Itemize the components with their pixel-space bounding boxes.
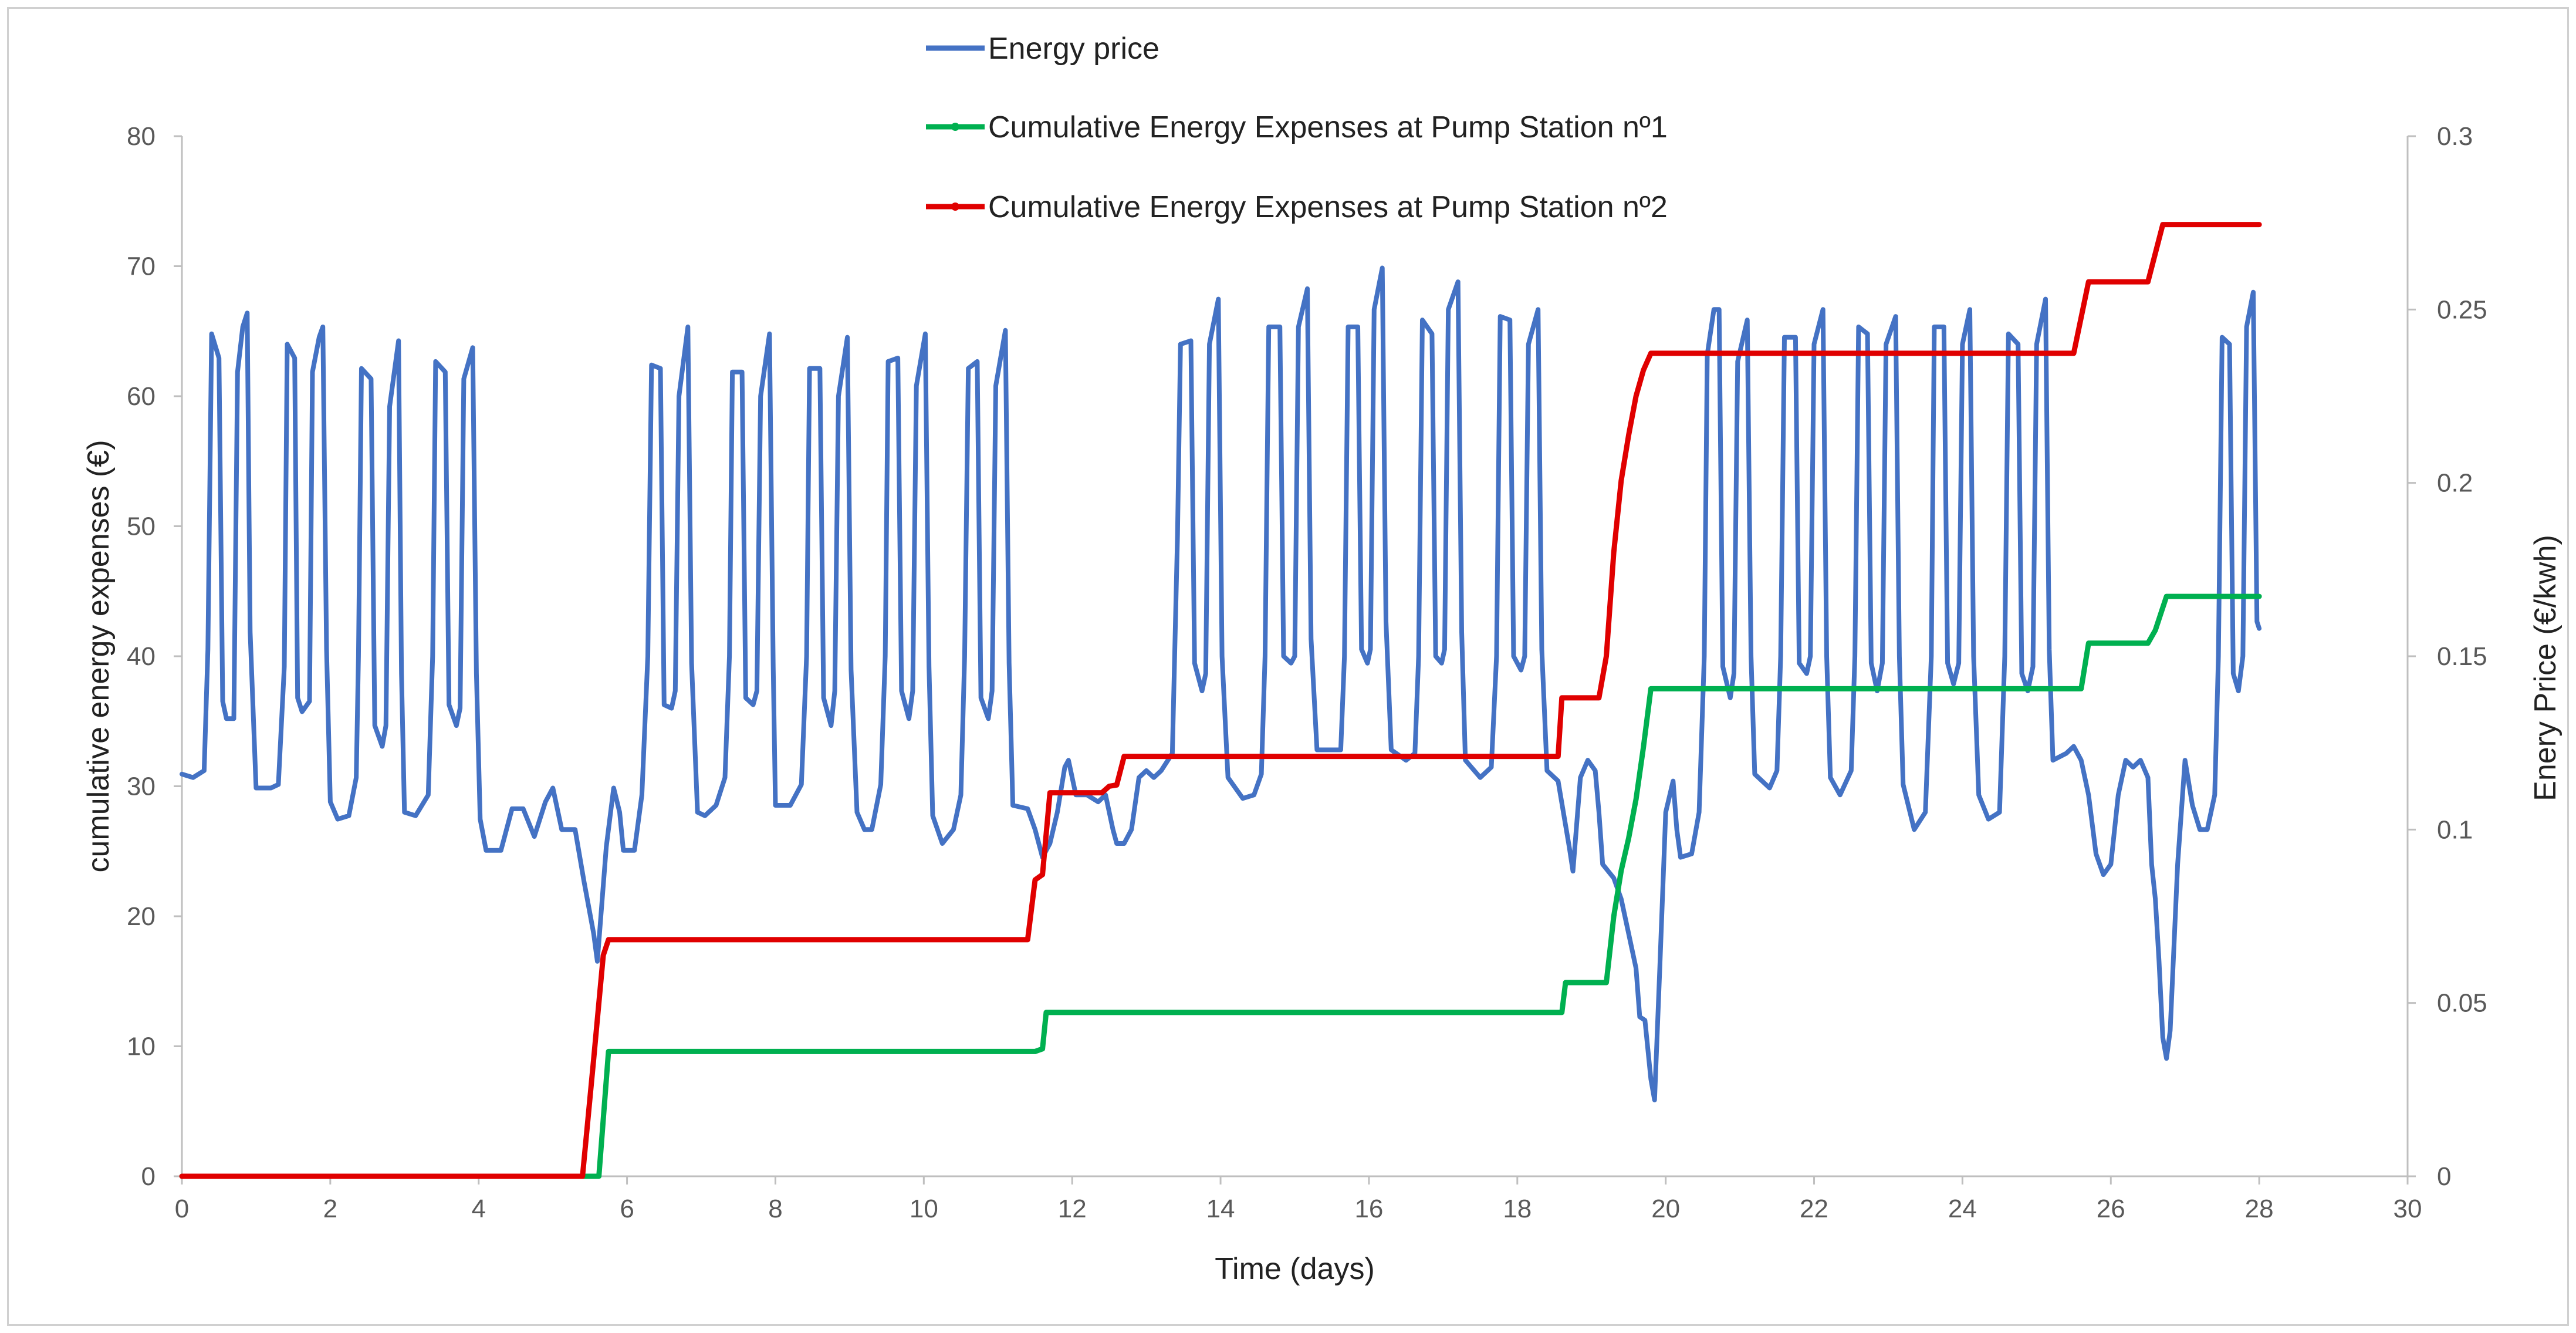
- x-tick-label: 22: [1800, 1194, 1828, 1223]
- y-left-tick-label: 50: [127, 512, 155, 541]
- legend-label-energy-price: Energy price: [988, 32, 1159, 66]
- legend-label-pump-station-2: Cumulative Energy Expenses at Pump Stati…: [988, 190, 1668, 224]
- y-right-tick-label: 0.2: [2437, 469, 2473, 498]
- y-left-tick-label: 30: [127, 772, 155, 801]
- series: [179, 222, 2262, 1179]
- x-ticks: 0 2 4 6 8 10 12 14 16 18 20 22 24 26 28 30: [175, 1176, 2422, 1223]
- legend-item-pump-station-2: Cumulative Energy Expenses at Pump Stati…: [926, 190, 1668, 224]
- y-right-ticks: 0 0.05 0.1 0.15 0.2 0.25 0.3: [2408, 122, 2487, 1191]
- y-left-tick-label: 20: [127, 902, 155, 931]
- y-left-axis-title: cumulative energy expenses (€): [82, 440, 116, 872]
- series-line-energy-price: [180, 265, 2262, 1103]
- legend: Energy price Cumulative Energy Expenses …: [926, 32, 1668, 224]
- x-tick-label: 8: [768, 1194, 782, 1223]
- y-right-tick-label: 0: [2437, 1162, 2451, 1191]
- y-right-tick-label: 0.05: [2437, 989, 2487, 1018]
- y-left-tick-label: 10: [127, 1032, 155, 1061]
- x-tick-label: 10: [910, 1194, 938, 1223]
- legend-label-pump-station-1: Cumulative Energy Expenses at Pump Stati…: [988, 110, 1668, 144]
- x-tick-label: 28: [2245, 1194, 2274, 1223]
- x-axis-title: Time (days): [1215, 1252, 1375, 1286]
- y-left-tick-label: 60: [127, 382, 155, 411]
- legend-marker-pump-station-2: [951, 203, 959, 211]
- legend-item-pump-station-1: Cumulative Energy Expenses at Pump Stati…: [926, 110, 1668, 144]
- x-tick-label: 4: [471, 1194, 485, 1223]
- x-tick-label: 30: [2394, 1194, 2422, 1223]
- y-right-axis-title: Enery Price (€/kwh): [2528, 535, 2563, 801]
- x-tick-label: 0: [175, 1194, 189, 1223]
- y-right-tick-label: 0.1: [2437, 815, 2473, 844]
- x-tick-label: 16: [1354, 1194, 1383, 1223]
- x-tick-label: 14: [1206, 1194, 1235, 1223]
- series-line-pump-station-2: [179, 222, 2262, 1179]
- legend-marker-pump-station-1: [951, 123, 959, 131]
- legend-item-energy-price: Energy price: [926, 32, 1159, 66]
- x-tick-label: 20: [1651, 1194, 1680, 1223]
- y-left-ticks: 0 10 20 30 40 50 60 70 80: [127, 122, 182, 1191]
- y-left-tick-label: 40: [127, 642, 155, 671]
- x-tick-label: 24: [1948, 1194, 1977, 1223]
- x-tick-label: 2: [323, 1194, 337, 1223]
- y-left-tick-label: 70: [127, 252, 155, 281]
- series-line-pump-station-1: [179, 593, 2262, 1179]
- x-tick-label: 18: [1503, 1194, 1532, 1223]
- y-left-tick-label: 80: [127, 122, 155, 151]
- x-tick-label: 26: [2097, 1194, 2125, 1223]
- x-tick-label: 12: [1058, 1194, 1087, 1223]
- y-right-tick-label: 0.15: [2437, 642, 2487, 671]
- y-left-tick-label: 0: [141, 1162, 155, 1191]
- y-right-tick-label: 0.25: [2437, 295, 2487, 324]
- y-right-tick-label: 0.3: [2437, 122, 2473, 151]
- x-tick-label: 6: [620, 1194, 634, 1223]
